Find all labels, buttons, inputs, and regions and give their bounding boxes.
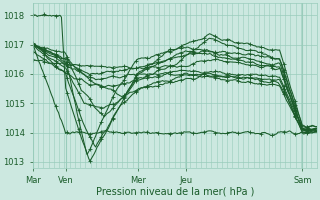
X-axis label: Pression niveau de la mer( hPa ): Pression niveau de la mer( hPa ) [96, 187, 254, 197]
